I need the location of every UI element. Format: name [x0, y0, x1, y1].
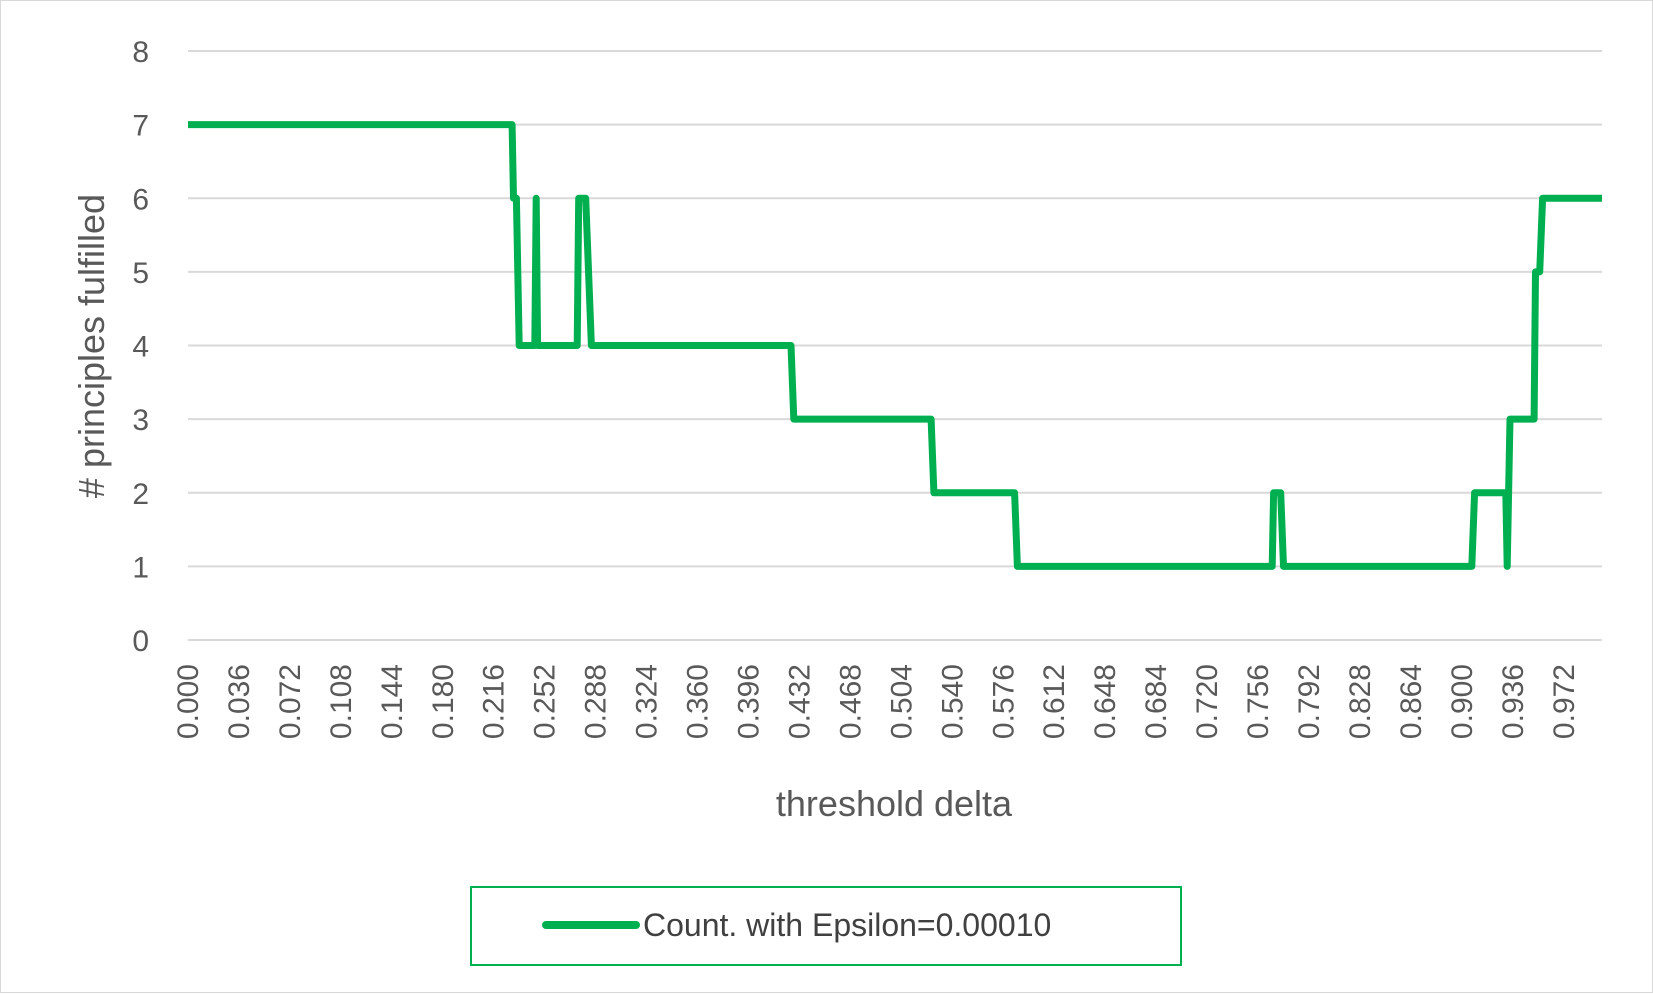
- x-tick-label: 0.792: [1293, 664, 1326, 739]
- x-tick-label: 0.720: [1191, 664, 1224, 739]
- x-tick-label: 0.432: [783, 664, 816, 739]
- x-axis-ticks: 0.000 0.036 0.072 0.108 0.144 0.180 0.216 0.252…: [172, 664, 1581, 739]
- x-tick-label: 0.288: [580, 664, 613, 739]
- y-tick-label: 0: [132, 625, 149, 658]
- x-tick-label: 0.648: [1089, 664, 1122, 739]
- y-tick-label: 2: [132, 478, 149, 511]
- x-tick-label: 0.036: [223, 664, 256, 739]
- y-tick-label: 5: [132, 257, 149, 290]
- x-tick-label: 0.900: [1446, 664, 1479, 739]
- x-tick-label: 0.756: [1242, 664, 1275, 739]
- x-axis-title: threshold delta: [776, 783, 1013, 824]
- x-tick-label: 0.216: [478, 664, 511, 739]
- x-tick-label: 0.000: [172, 664, 205, 739]
- gridlines: [188, 50, 1602, 641]
- y-tick-label: 8: [132, 36, 149, 69]
- x-tick-label: 0.144: [376, 664, 409, 739]
- legend-box: [470, 886, 1182, 966]
- x-tick-label: 0.108: [325, 664, 358, 739]
- y-axis-ticks: 0 1 2 3 4 5 6 7 8: [132, 36, 149, 658]
- x-tick-label: 0.252: [529, 664, 562, 739]
- x-tick-label: 0.324: [631, 664, 664, 739]
- series-line: [188, 121, 1602, 570]
- x-tick-label: 0.072: [274, 664, 307, 739]
- y-tick-label: 4: [132, 331, 149, 364]
- x-tick-label: 0.576: [987, 664, 1020, 739]
- x-tick-label: 0.828: [1344, 664, 1377, 739]
- x-tick-label: 0.936: [1497, 664, 1530, 739]
- x-tick-label: 0.180: [427, 664, 460, 739]
- y-tick-label: 6: [132, 183, 149, 216]
- x-tick-label: 0.972: [1548, 664, 1581, 739]
- x-tick-label: 0.504: [885, 664, 918, 739]
- y-tick-label: 3: [132, 404, 149, 437]
- x-tick-label: 0.612: [1038, 664, 1071, 739]
- x-tick-label: 0.396: [733, 664, 766, 739]
- y-axis-title: # principles fulfilled: [71, 194, 112, 498]
- x-tick-label: 0.468: [834, 664, 867, 739]
- series-layer: [188, 121, 1602, 570]
- y-tick-label: 1: [132, 551, 149, 584]
- x-tick-label: 0.684: [1140, 664, 1173, 739]
- x-tick-label: 0.360: [682, 664, 715, 739]
- y-tick-label: 7: [132, 110, 149, 143]
- legend-label: Count. with Epsilon=0.00010: [643, 907, 1051, 943]
- x-tick-label: 0.864: [1395, 664, 1428, 739]
- legend: Count. with Epsilon=0.00010: [470, 886, 1182, 966]
- x-tick-label: 0.540: [936, 664, 969, 739]
